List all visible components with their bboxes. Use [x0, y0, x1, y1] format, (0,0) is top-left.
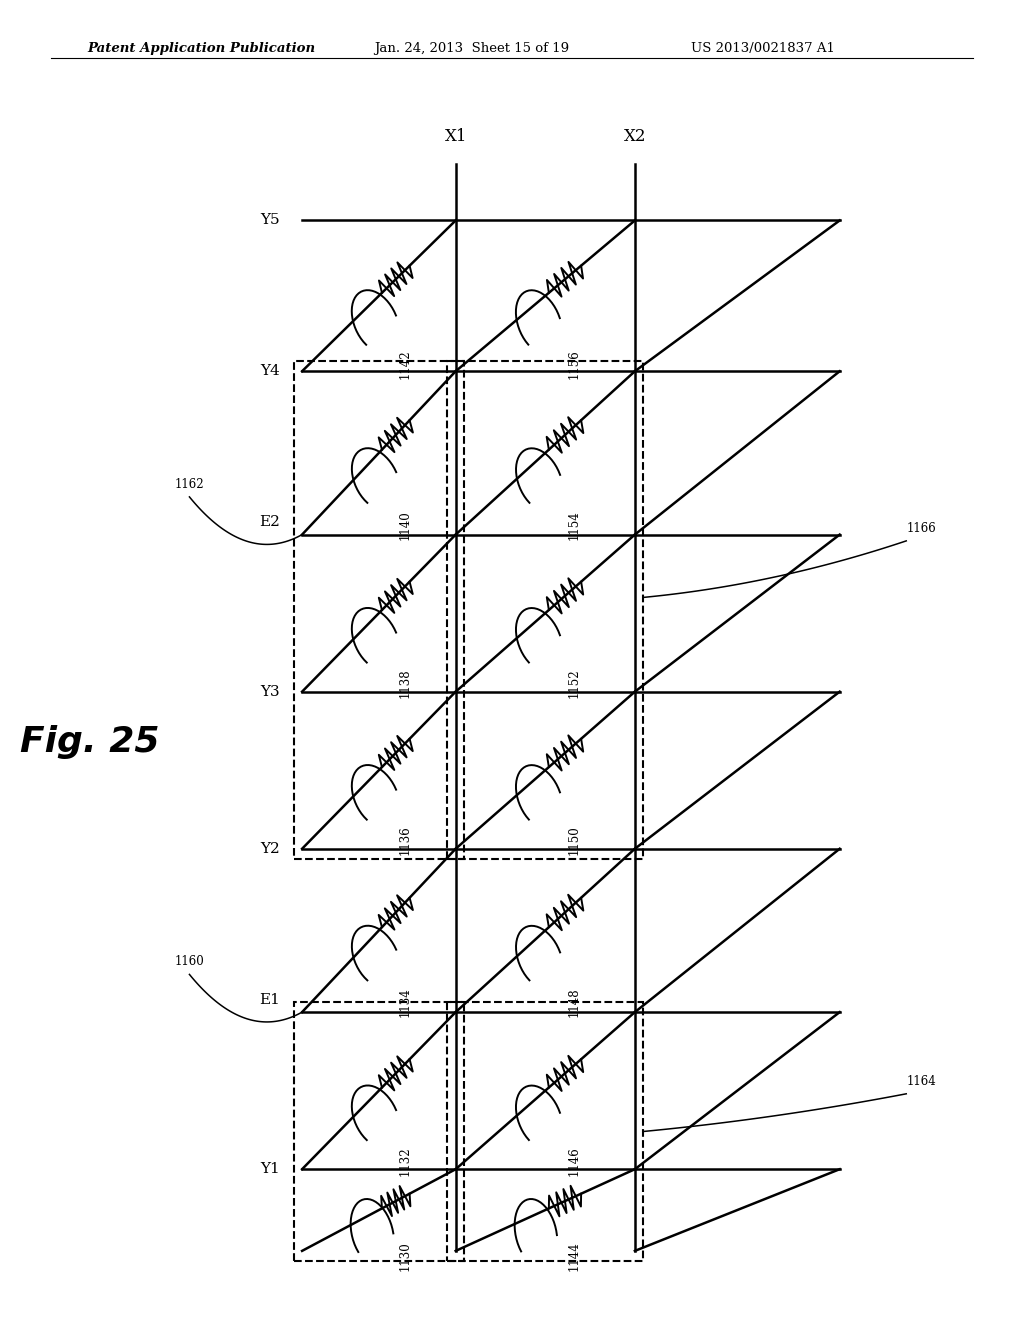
Text: 1140: 1140 — [398, 511, 412, 540]
Text: Y4: Y4 — [260, 364, 280, 379]
Text: 1136: 1136 — [398, 825, 412, 855]
Text: Y1: Y1 — [260, 1162, 280, 1176]
Text: US 2013/0021837 A1: US 2013/0021837 A1 — [691, 42, 836, 55]
Text: 1142: 1142 — [398, 348, 412, 379]
Text: 1166: 1166 — [906, 521, 936, 535]
Text: X2: X2 — [624, 128, 646, 145]
Text: Jan. 24, 2013  Sheet 15 of 19: Jan. 24, 2013 Sheet 15 of 19 — [374, 42, 569, 55]
Bar — [447, 1002, 643, 1261]
Text: 1160: 1160 — [174, 956, 205, 968]
Text: 1132: 1132 — [398, 1146, 412, 1176]
Text: 1144: 1144 — [567, 1241, 581, 1271]
Text: 1154: 1154 — [567, 511, 581, 540]
Text: 1150: 1150 — [567, 825, 581, 855]
Text: E2: E2 — [259, 515, 280, 529]
Text: 1156: 1156 — [567, 348, 581, 379]
Text: Y5: Y5 — [260, 214, 280, 227]
Bar — [294, 362, 464, 859]
Text: X1: X1 — [444, 128, 467, 145]
Text: 1162: 1162 — [175, 478, 204, 491]
Text: Y3: Y3 — [260, 685, 280, 698]
Text: 1134: 1134 — [398, 987, 412, 1018]
Text: 1138: 1138 — [398, 668, 412, 698]
Bar — [447, 362, 643, 859]
Text: 1164: 1164 — [906, 1074, 936, 1088]
Text: Fig. 25: Fig. 25 — [20, 725, 160, 759]
Text: 1148: 1148 — [567, 987, 581, 1018]
Text: 1130: 1130 — [398, 1241, 412, 1271]
Text: 1152: 1152 — [567, 668, 581, 698]
Text: Patent Application Publication: Patent Application Publication — [87, 42, 315, 55]
Text: 1146: 1146 — [567, 1146, 581, 1176]
Text: E1: E1 — [259, 993, 280, 1007]
Bar — [294, 1002, 464, 1261]
Text: Y2: Y2 — [260, 842, 280, 855]
